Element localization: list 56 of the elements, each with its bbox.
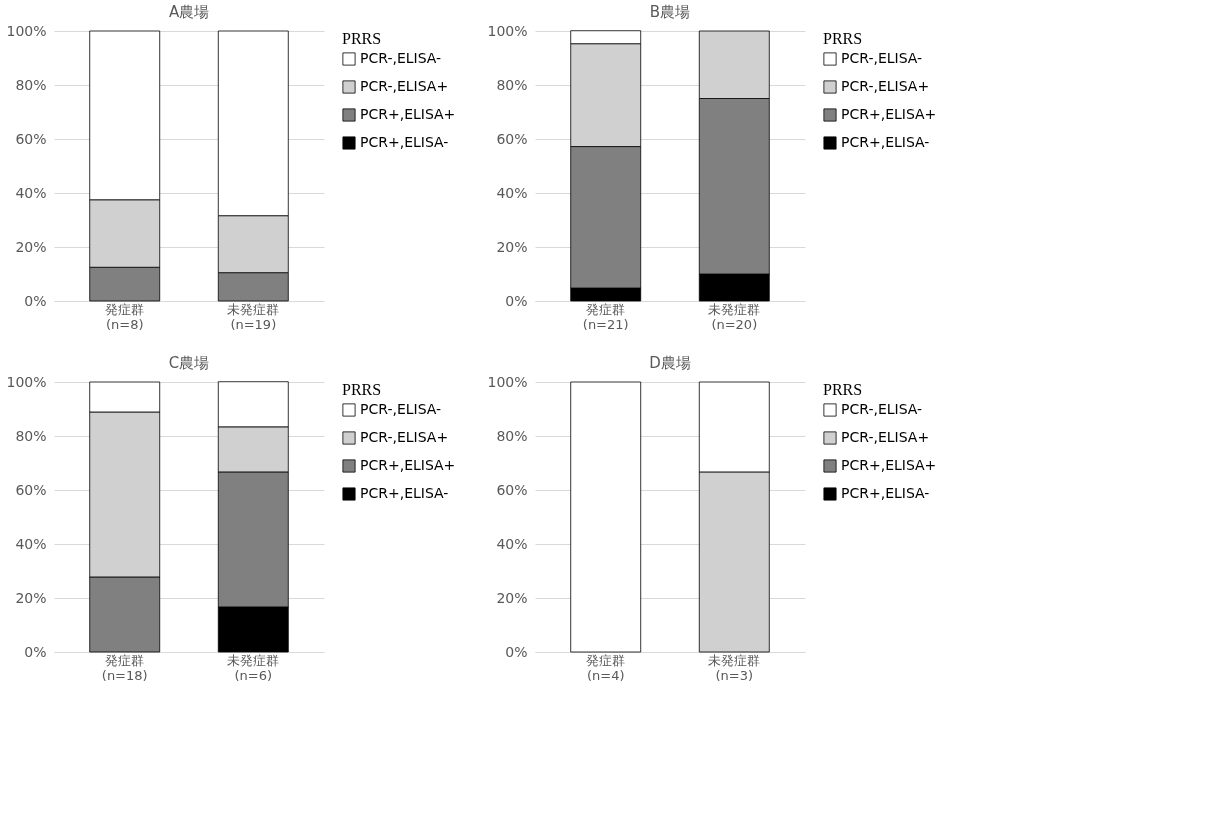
y-tick-label: 100% [487, 373, 528, 390]
y-tick-label: 0% [505, 292, 528, 309]
x-tick-label: 未発症群 (n=19) [227, 301, 280, 332]
legend-label: PCR+,ELISA+ [360, 457, 456, 473]
y-tick-label: 100% [6, 373, 47, 390]
y-tick-label: 0% [24, 643, 47, 660]
y-tick-label: 20% [15, 238, 47, 255]
x-tick-label: 発症群 (n=8) [105, 301, 145, 332]
y-tick-label: 60% [496, 481, 528, 498]
chart-title: D農場 [649, 354, 691, 372]
legend-label: PCR-,ELISA+ [360, 429, 449, 445]
x-tick-label: 未発症群 (n=20) [708, 301, 761, 332]
legend-title: PRRS [823, 30, 863, 47]
legend-label: PCR-,ELISA+ [841, 78, 930, 94]
x-tick-label: 発症群 (n=21) [582, 301, 629, 332]
chart-title: A農場 [168, 3, 210, 21]
legend-label: PCR-,ELISA+ [841, 429, 930, 445]
legend-label: PCR-,ELISA- [360, 50, 442, 66]
legend-label: PCR-,ELISA- [841, 50, 923, 66]
legend-label: PCR+,ELISA- [841, 485, 930, 501]
legend-label: PCR+,ELISA- [841, 134, 930, 150]
y-tick-label: 0% [24, 292, 47, 309]
y-tick-label: 20% [496, 238, 528, 255]
chart-title: C農場 [168, 354, 210, 372]
x-tick-label: 発症群 (n=18) [101, 652, 148, 683]
legend-label: PCR+,ELISA+ [841, 106, 937, 122]
y-tick-label: 20% [15, 589, 47, 606]
legend-label: PCR+,ELISA+ [360, 106, 456, 122]
x-tick-label: 未発症群 (n=3) [708, 652, 761, 683]
y-tick-label: 80% [496, 427, 528, 444]
y-tick-label: 0% [505, 643, 528, 660]
y-tick-label: 40% [496, 184, 528, 201]
y-tick-label: 80% [15, 427, 47, 444]
legend-label: PCR+,ELISA- [360, 485, 449, 501]
legend-title: PRRS [823, 381, 863, 398]
legend-label: PCR+,ELISA- [360, 134, 449, 150]
y-tick-label: 40% [496, 535, 528, 552]
y-tick-label: 100% [6, 22, 47, 39]
legend-label: PCR-,ELISA+ [360, 78, 449, 94]
y-tick-label: 80% [15, 76, 47, 93]
y-tick-label: 80% [496, 76, 528, 93]
y-tick-label: 60% [496, 130, 528, 147]
legend-label: PCR-,ELISA- [360, 401, 442, 417]
x-tick-label: 発症群 (n=4) [586, 652, 626, 683]
x-tick-label: 未発症群 (n=6) [227, 652, 280, 683]
chart-title: B農場 [649, 3, 691, 21]
legend-label: PCR-,ELISA- [841, 401, 923, 417]
y-tick-label: 40% [15, 184, 47, 201]
y-tick-label: 100% [487, 22, 528, 39]
y-tick-label: 60% [15, 130, 47, 147]
legend-label: PCR+,ELISA+ [841, 457, 937, 473]
legend-title: PRRS [342, 381, 382, 398]
y-tick-label: 60% [15, 481, 47, 498]
y-tick-label: 40% [15, 535, 47, 552]
legend-title: PRRS [342, 30, 382, 47]
y-tick-label: 20% [496, 589, 528, 606]
